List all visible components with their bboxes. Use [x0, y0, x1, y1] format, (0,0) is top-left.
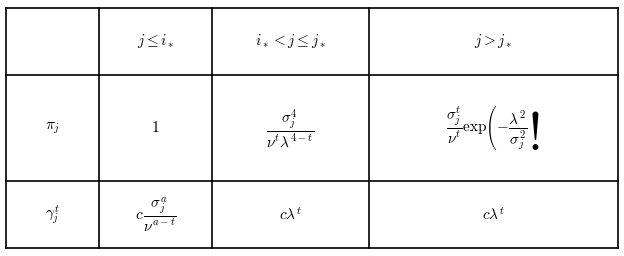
Text: $\dfrac{\sigma_j^4}{\nu^t \lambda^{4-t}}$: $\dfrac{\sigma_j^4}{\nu^t \lambda^{4-t}}… — [266, 107, 315, 149]
Text: $j > j_*$: $j > j_*$ — [474, 32, 512, 50]
Text: $\gamma_j^t$: $\gamma_j^t$ — [45, 203, 60, 226]
Text: $1$: $1$ — [151, 121, 160, 135]
Text: $\pi_j$: $\pi_j$ — [45, 120, 60, 136]
Text: $c\lambda^t$: $c\lambda^t$ — [482, 207, 505, 223]
Text: $j \leq i_*$: $j \leq i_*$ — [137, 32, 174, 50]
Text: $i_* < j \leq j_*$: $i_* < j \leq j_*$ — [255, 32, 326, 50]
Text: $c\lambda^t$: $c\lambda^t$ — [279, 207, 302, 223]
Text: $\dfrac{\sigma_j^t}{\nu^t} \exp\!\left(-\dfrac{\lambda^2}{\sigma_j^2}\right)$: $\dfrac{\sigma_j^t}{\nu^t} \exp\!\left(-… — [447, 104, 540, 152]
Text: $c\,\dfrac{\sigma_j^a}{\nu^{a-t}}$: $c\,\dfrac{\sigma_j^a}{\nu^{a-t}}$ — [135, 195, 177, 234]
